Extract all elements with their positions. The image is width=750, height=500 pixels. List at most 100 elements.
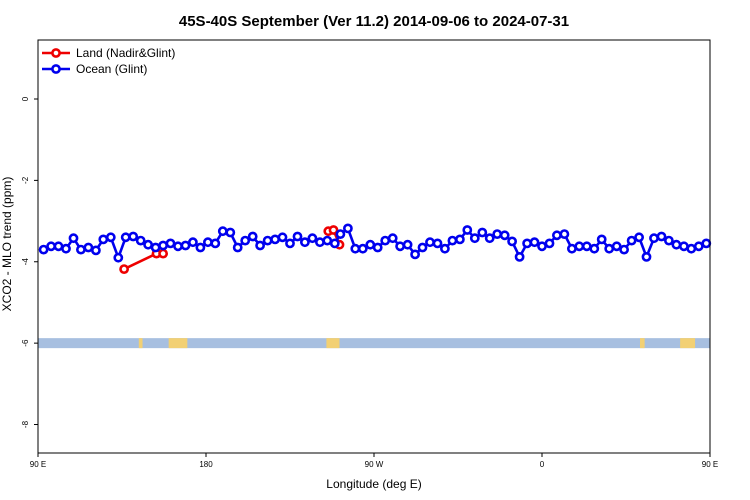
ocean-data-point: [76, 244, 86, 255]
ocean-data-point: [671, 239, 682, 250]
ocean-data-point: [217, 226, 228, 237]
land-patch: [680, 338, 696, 349]
ocean-data-point: [387, 233, 398, 244]
ocean-data-point: [307, 233, 318, 244]
ocean-data-point: [225, 227, 236, 238]
ocean-data-point: [113, 252, 124, 263]
land-patch: [138, 338, 143, 349]
land-patch: [326, 338, 340, 349]
ocean-data-point: [150, 242, 161, 253]
ocean-data-point: [439, 243, 450, 254]
legend-land-marker: [51, 48, 61, 58]
y-tick-label: -2: [21, 176, 30, 184]
legend-ocean-label: Ocean (Glint): [76, 62, 147, 76]
ocean-data-point: [120, 232, 131, 243]
ocean-data-point: [611, 241, 622, 252]
ocean-data-point: [180, 240, 191, 251]
land-data-point: [119, 264, 129, 274]
y-tick-label: -8: [21, 420, 30, 428]
ocean-data-point: [165, 238, 176, 249]
ocean-data-point: [596, 234, 607, 245]
ocean-data-point: [202, 237, 213, 248]
ocean-data-point: [477, 227, 488, 238]
ocean-data-point: [462, 225, 473, 235]
ocean-data-point: [98, 234, 109, 245]
ocean-data-point: [357, 243, 368, 254]
ocean-data-point: [507, 236, 517, 247]
ocean-data-point: [53, 241, 64, 252]
ocean-data-point: [559, 229, 570, 239]
ocean-strip: [38, 338, 710, 349]
y-tick-label: -6: [21, 339, 30, 347]
ocean-data-point: [187, 237, 198, 248]
ocean-data-point: [314, 237, 325, 248]
ocean-data-point: [604, 243, 615, 254]
ocean-data-point: [649, 233, 659, 244]
ocean-data-point: [529, 237, 540, 248]
ocean-data-point: [402, 239, 413, 250]
y-axis-label: XCO2 - MLO trend (ppm): [0, 177, 14, 312]
ocean-data-point: [581, 241, 592, 252]
ocean-data-point: [574, 241, 585, 252]
ocean-data-point: [686, 243, 697, 254]
ocean-data-point: [277, 232, 288, 243]
ocean-data-point: [329, 238, 340, 249]
x-axis-label: Longitude (deg E): [326, 477, 421, 491]
ocean-data-point: [68, 233, 79, 244]
ocean-data-point: [454, 234, 465, 245]
ocean-data-point: [432, 238, 443, 249]
legend: Land (Nadir&Glint) Ocean (Glint): [42, 46, 175, 76]
ocean-data-point: [425, 237, 435, 248]
ocean-data-point: [240, 235, 251, 246]
ocean-data-point: [589, 243, 600, 254]
ocean-data-point: [210, 238, 221, 249]
ocean-data-point: [342, 223, 353, 234]
ocean-data-point: [372, 242, 383, 253]
x-tick-label: 90 E: [30, 460, 46, 469]
land-patch: [168, 338, 188, 349]
legend-ocean-marker: [51, 64, 61, 74]
ocean-data-point: [322, 235, 333, 246]
ocean-data-point: [552, 230, 562, 241]
ocean-data-point: [634, 232, 644, 243]
ocean-data-point: [195, 242, 206, 253]
land-data-point: [328, 225, 339, 235]
ocean-data-point: [484, 233, 495, 244]
ocean-data-point: [61, 243, 71, 254]
ocean-data-point: [499, 230, 510, 241]
ocean-data-point: [514, 251, 525, 262]
chart-title: 45S-40S September (Ver 11.2) 2014-09-06 …: [179, 13, 569, 30]
ocean-data-point: [285, 238, 295, 249]
ocean-data-point: [380, 235, 391, 246]
ocean-data-point: [522, 238, 532, 249]
x-tick-label: 90 E: [702, 460, 718, 469]
land-ocean-strip: [38, 338, 710, 349]
ocean-data-point: [262, 235, 273, 246]
ocean-data-point: [232, 242, 243, 253]
ocean-data-point: [544, 238, 555, 249]
ocean-data-point: [417, 242, 428, 253]
x-tick-label: 0: [540, 460, 545, 469]
land-data-point: [158, 248, 168, 259]
ocean-data-point: [469, 233, 480, 244]
ocean-data-point: [537, 241, 547, 252]
ocean-data-point: [335, 229, 346, 239]
ocean-data-point: [128, 231, 139, 242]
x-tick-label: 180: [199, 460, 213, 469]
ocean-data-point: [656, 231, 667, 242]
y-tick-label: 0: [21, 96, 30, 101]
ocean-data-point: [395, 241, 405, 252]
land-patch: [640, 338, 645, 349]
ocean-data-point: [91, 245, 101, 256]
ocean-data-point: [701, 238, 712, 249]
ocean-data-point: [38, 244, 49, 255]
ocean-data-point: [255, 240, 265, 251]
ocean-data-point: [641, 251, 652, 262]
ocean-data-point: [173, 241, 183, 252]
series-layer: [38, 223, 712, 274]
y-tick-label: -4: [21, 258, 30, 266]
ocean-data-point: [292, 231, 303, 242]
ocean-data-point: [83, 242, 94, 253]
ocean-data-point: [410, 249, 420, 260]
